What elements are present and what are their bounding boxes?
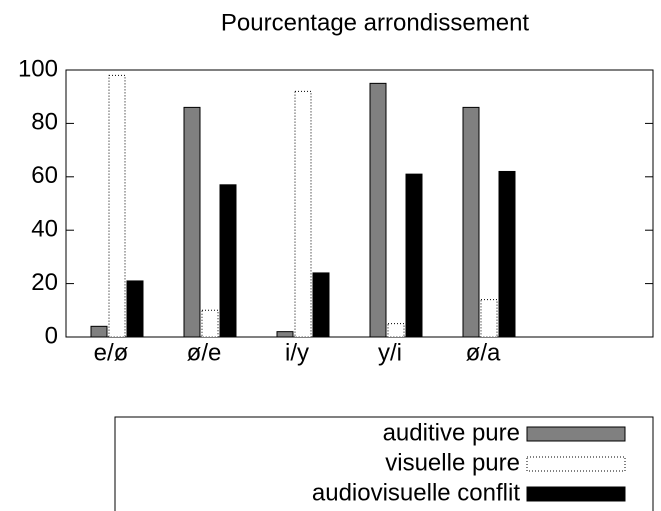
y-tick-label: 100 [18, 55, 58, 82]
bar [90, 325, 108, 338]
bar [276, 331, 294, 338]
legend-swatch [526, 426, 626, 442]
bar [201, 309, 219, 338]
y-tick-label: 60 [31, 162, 58, 189]
y-tick-label: 20 [31, 269, 58, 296]
bar [369, 82, 387, 338]
x-tick-label: i/y [285, 339, 309, 366]
y-tick-label: 80 [31, 109, 58, 136]
bar [294, 90, 312, 338]
bar [462, 106, 480, 338]
bar [126, 280, 144, 338]
chart-title: Pourcentage arrondissement [221, 9, 530, 36]
y-tick-label: 40 [31, 216, 58, 243]
legend-label: audiovisuelle conflit [312, 479, 520, 506]
legend-label: auditive pure [383, 419, 520, 446]
legend-swatch [526, 456, 626, 472]
bar [312, 272, 330, 338]
x-tick-label: y/i [378, 339, 402, 366]
bar [387, 323, 405, 338]
bar [183, 106, 201, 338]
bar [498, 170, 516, 338]
legend-swatch [526, 486, 626, 502]
bar [405, 173, 423, 338]
bar [219, 184, 237, 338]
x-tick-label: e/ø [94, 339, 129, 366]
y-tick-label: 0 [45, 322, 58, 349]
x-tick-label: ø/a [466, 339, 501, 366]
plot-frame [65, 69, 654, 338]
bar [108, 74, 126, 338]
bar [480, 299, 498, 338]
x-tick-label: ø/e [187, 339, 222, 366]
legend-label: visuelle pure [385, 449, 520, 476]
